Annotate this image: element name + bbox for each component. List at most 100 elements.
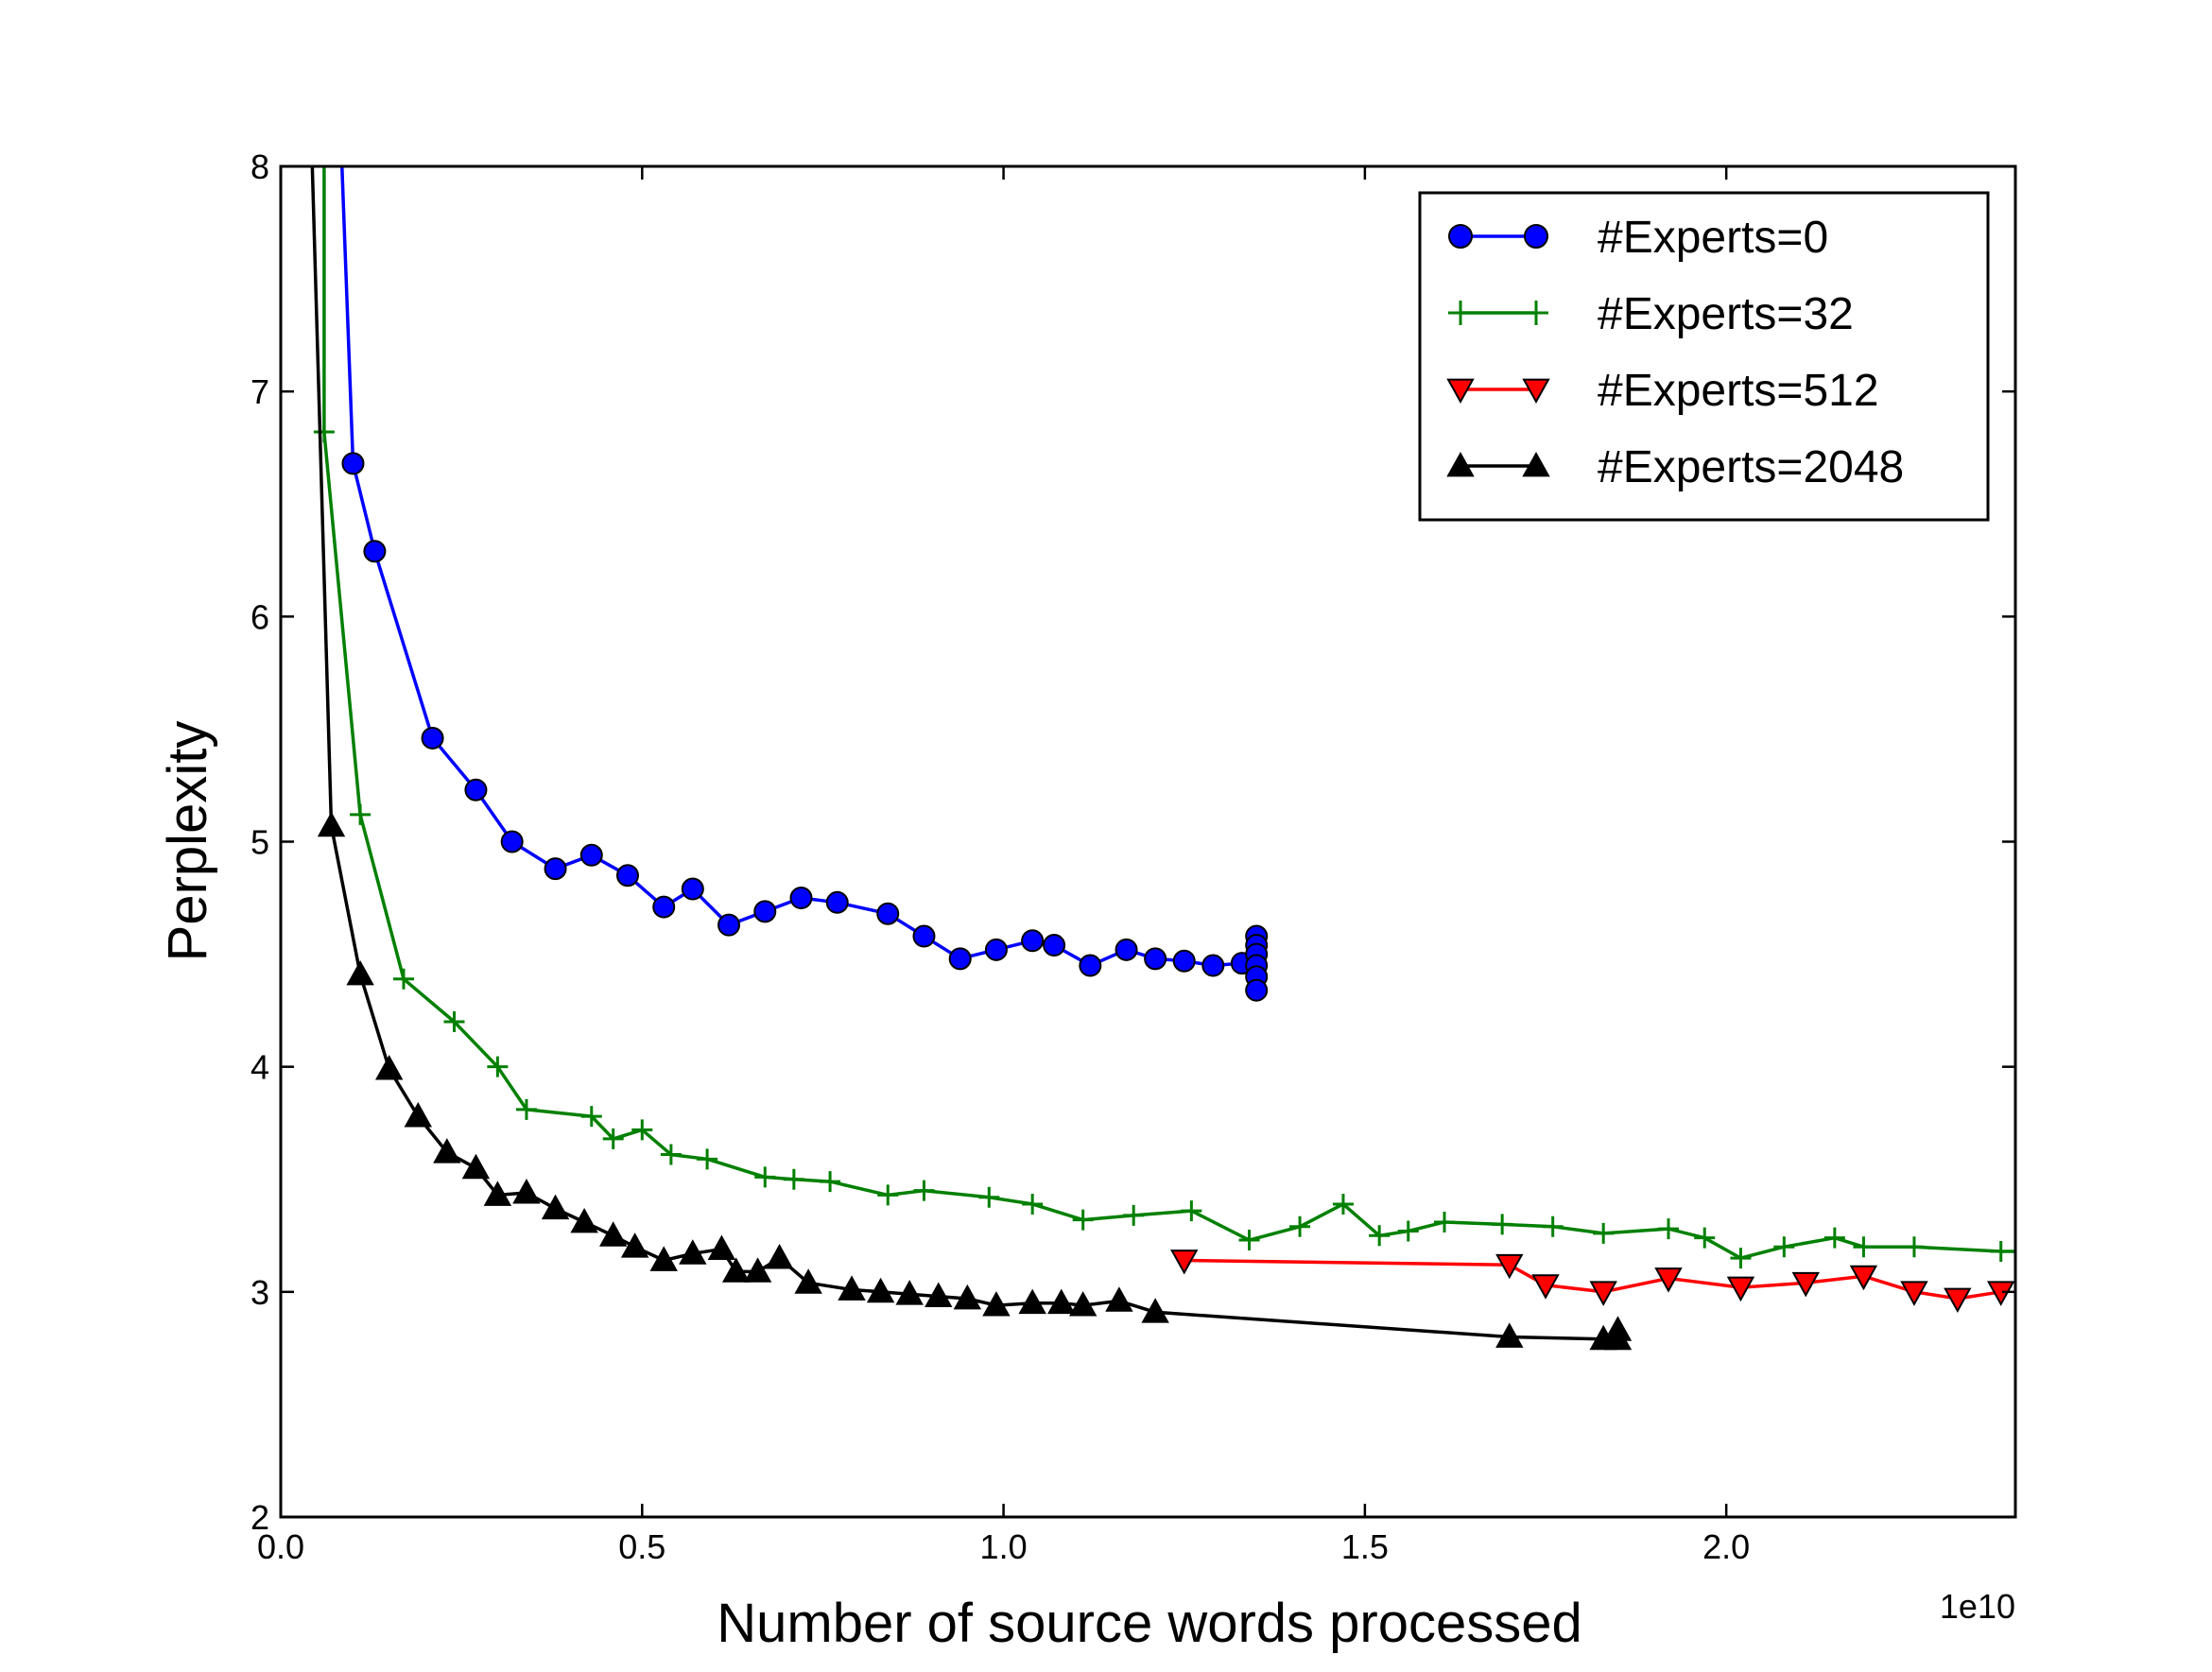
data-point-experts-0 [328, 66, 349, 87]
data-point-experts-0 [1201, 954, 1225, 977]
data-point-experts-32 [313, 422, 335, 443]
data-point-experts-2048 [298, 64, 322, 86]
series-line-experts-32 [322, 166, 2015, 1260]
data-point-experts-512 [1170, 1250, 1199, 1275]
data-point-experts-2048 [838, 1275, 866, 1301]
data-point-experts-32 [580, 1106, 602, 1128]
data-point-experts-32 [1694, 1227, 1716, 1249]
x-tick-label: 1.5 [1341, 1527, 1389, 1566]
data-point-experts-32 [1289, 1215, 1311, 1237]
data-point-experts-32 [877, 1184, 899, 1206]
legend-marker-experts-0 [1524, 224, 1548, 249]
data-point-experts-32 [1903, 1236, 1925, 1258]
legend-entry-experts-512: #Experts=512 [1446, 366, 1879, 416]
data-point-experts-2048 [1105, 1286, 1133, 1312]
legend-marker-experts-2048 [1522, 451, 1550, 477]
legend-label-experts-32: #Experts=32 [1598, 289, 1854, 339]
data-point-experts-2048 [1068, 1291, 1097, 1317]
data-point-experts-32 [820, 1171, 841, 1193]
data-point-experts-2048 [346, 959, 374, 986]
x-tick-label: 2.0 [1702, 1527, 1750, 1566]
data-point-experts-2048 [433, 1138, 461, 1164]
legend-entry-experts-0: #Experts=0 [1448, 213, 1828, 263]
y-tick-label: 3 [251, 1273, 269, 1312]
legend-marker-experts-32 [1524, 301, 1548, 325]
data-point-experts-32 [1658, 1218, 1679, 1240]
y-tick-label: 2 [251, 1498, 269, 1537]
data-point-experts-32 [443, 1011, 465, 1033]
data-point-experts-2048 [483, 1181, 512, 1206]
data-point-experts-2048 [1018, 1288, 1046, 1315]
data-point-experts-32 [754, 1166, 776, 1188]
data-point-experts-0 [363, 540, 387, 563]
data-point-experts-0 [717, 913, 741, 937]
data-point-experts-2048 [721, 1257, 751, 1283]
data-point-experts-512 [1791, 1271, 1820, 1298]
data-point-experts-2048 [461, 1153, 491, 1180]
y-tick-label: 6 [251, 597, 269, 636]
data-point-experts-32 [515, 1098, 537, 1120]
data-point-experts-32 [1022, 1193, 1044, 1215]
data-point-experts-2048 [404, 1102, 432, 1128]
series-experts-512 [1170, 1250, 2015, 1314]
data-point-experts-0 [652, 895, 676, 919]
data-point-experts-32 [660, 1144, 682, 1165]
data-point-experts-32 [1072, 1209, 1094, 1231]
data-point-experts-2048 [982, 1291, 1011, 1317]
series-layer [298, 64, 2015, 1351]
x-axis-title: Number of source words processed [717, 1593, 1582, 1654]
data-point-experts-512 [1654, 1267, 1683, 1293]
series-experts-2048 [298, 64, 1633, 1351]
data-point-experts-2048 [374, 1054, 404, 1080]
data-point-experts-0 [789, 887, 813, 910]
data-point-experts-0 [753, 900, 777, 923]
data-point-experts-0 [1245, 978, 1269, 1002]
legend-label-experts-0: #Experts=0 [1598, 213, 1828, 263]
y-axis-title: Perplexity [157, 721, 218, 962]
data-point-experts-0 [1144, 947, 1167, 971]
legend: #Experts=0 #Experts=32 #Experts=512 #Expert… [1418, 191, 1990, 522]
data-point-experts-2048 [1047, 1288, 1076, 1315]
data-point-experts-2048 [317, 811, 346, 837]
data-point-experts-0 [1021, 929, 1045, 953]
data-point-experts-2048 [895, 1280, 924, 1305]
data-point-experts-0 [1079, 954, 1102, 977]
data-point-experts-0 [1172, 949, 1196, 973]
series-experts-0 [328, 66, 1269, 1002]
data-point-experts-2048 [707, 1234, 736, 1260]
data-point-experts-32 [1542, 1215, 1564, 1237]
data-point-experts-2048 [1495, 1322, 1524, 1348]
data-point-experts-2048 [925, 1282, 953, 1307]
data-point-experts-32 [487, 1056, 509, 1077]
data-point-experts-2048 [743, 1257, 772, 1283]
data-point-experts-32 [1853, 1236, 1875, 1258]
data-point-experts-512 [1944, 1287, 1972, 1314]
data-point-experts-0 [825, 890, 849, 914]
data-point-experts-2048 [649, 1246, 678, 1271]
data-point-experts-2048 [1141, 1298, 1169, 1323]
data-point-experts-2048 [541, 1194, 570, 1220]
data-point-experts-0 [1115, 938, 1138, 961]
data-point-experts-0 [948, 947, 972, 971]
data-point-experts-0 [500, 830, 524, 853]
data-point-experts-512 [1849, 1265, 1878, 1291]
data-point-experts-32 [1181, 1200, 1202, 1222]
y-tick-label: 7 [251, 372, 269, 411]
data-point-experts-0 [579, 843, 603, 867]
data-point-experts-0 [1043, 934, 1066, 957]
ticks-layer: 0.0 0.5 1.0 1.5 2.0 2 3 4 5 6 7 8 [251, 147, 2015, 1566]
legend-marker-experts-32 [1448, 301, 1473, 325]
data-point-experts-32 [1397, 1220, 1419, 1242]
data-point-experts-2048 [866, 1277, 895, 1303]
data-point-experts-512 [1495, 1253, 1524, 1280]
data-point-experts-0 [876, 902, 900, 925]
data-point-experts-2048 [1603, 1316, 1633, 1341]
data-point-experts-32 [1369, 1225, 1391, 1247]
legend-label-experts-512: #Experts=512 [1598, 366, 1879, 416]
data-point-experts-512 [1726, 1276, 1755, 1302]
data-point-experts-2048 [512, 1178, 541, 1204]
data-point-experts-0 [341, 452, 365, 475]
data-point-experts-32 [697, 1148, 718, 1170]
data-point-experts-0 [912, 924, 936, 948]
